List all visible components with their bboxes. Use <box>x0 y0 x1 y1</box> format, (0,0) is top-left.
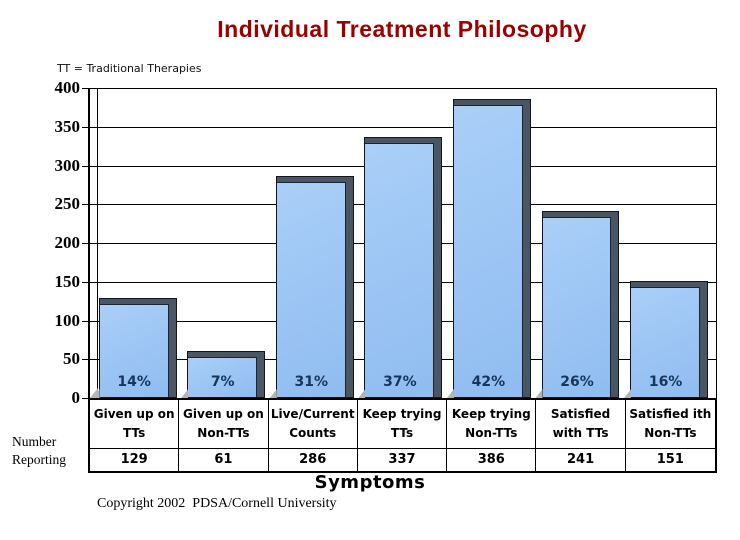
bar-face <box>453 104 523 397</box>
bar: 16% <box>630 280 709 398</box>
bars-container: 14% 7% 31% 37% 42% 26% 16% <box>96 88 716 398</box>
category-line: Given up on <box>93 406 175 421</box>
category-line: Satisfied ith <box>629 406 712 421</box>
category-line: with TTs <box>552 426 609 440</box>
bar-percent-label: 37% <box>383 374 417 390</box>
y-axis-title: Number Reporting <box>12 433 66 469</box>
bar-percent-label: 42% <box>471 374 506 390</box>
category-line: TTs <box>390 426 414 440</box>
bar-percent-label: 7% <box>210 374 235 390</box>
bar-column: 14% <box>96 88 185 398</box>
bar-column: 16% <box>627 88 716 398</box>
category-line: Live/Current <box>270 406 355 421</box>
count-cell: 151 <box>625 448 715 471</box>
y-tick-mark <box>82 243 88 244</box>
count-cell: 129 <box>90 448 180 471</box>
bar-percent-label: 31% <box>294 374 329 390</box>
category-header-cell: Given up on TTs <box>90 400 180 448</box>
y-tick-mark <box>82 320 88 322</box>
count-cell: 286 <box>268 448 358 471</box>
y-tick-label: 0 <box>71 388 81 407</box>
category-header-cell: Keep trying TTs <box>358 400 448 448</box>
abbreviation-note: TT = Traditional Therapies <box>57 62 202 75</box>
bar: 7% <box>187 350 266 398</box>
bar-column: 42% <box>450 88 539 398</box>
y-axis-title-line1: Number <box>12 434 57 449</box>
y-tick-label: 250 <box>54 194 81 214</box>
category-header-cell: Satisfied ith Non-TTs <box>626 400 715 448</box>
x-axis-title: Symptoms <box>314 472 426 493</box>
category-header-cell: Keep trying Non-TTs <box>447 400 537 448</box>
y-tick-mark <box>82 359 88 361</box>
y-tick-mark <box>82 281 88 283</box>
category-header-cell: Live/Current Counts <box>269 400 358 448</box>
copyright-text: Copyright 2002 PDSA/Cornell University <box>97 496 337 511</box>
category-line: Non-TTs <box>197 426 250 440</box>
y-tick-label: 50 <box>63 349 80 369</box>
bar: 31% <box>275 176 354 398</box>
category-line: Keep trying <box>451 406 531 421</box>
bar: 37% <box>364 136 443 398</box>
plot-area: 14% 7% 31% 37% 42% 26% 16% <box>88 88 717 400</box>
bar-column: 7% <box>185 88 274 398</box>
y-tick-mark <box>82 398 88 399</box>
y-tick-label: 300 <box>54 155 81 175</box>
bar-percent-label: 26% <box>560 374 594 390</box>
bar-column: 31% <box>273 88 362 398</box>
category-line: Counts <box>289 426 337 440</box>
y-tick-mark <box>82 126 88 128</box>
y-tick-mark <box>82 204 88 206</box>
count-cell: 386 <box>447 448 537 471</box>
category-line: Non-TTs <box>644 426 697 440</box>
category-line: Given up on <box>183 406 264 421</box>
bar: 14% <box>98 298 177 398</box>
category-header-cell: Given up on Non-TTs <box>179 400 269 448</box>
bar-face <box>631 286 701 397</box>
y-tick-label: 400 <box>54 78 81 97</box>
category-line: TTs <box>123 426 146 440</box>
y-tick-mark <box>82 88 88 89</box>
count-cell: 337 <box>357 448 448 471</box>
y-tick-label: 350 <box>54 116 81 136</box>
y-tick-label: 100 <box>54 310 81 330</box>
y-tick-mark <box>82 165 88 167</box>
axis-wall-foot <box>90 388 98 398</box>
bar-face <box>188 356 258 397</box>
count-cell: 241 <box>536 448 626 471</box>
category-header-cell: Satisfied with TTs <box>536 400 626 448</box>
bar-face <box>542 217 612 397</box>
y-tick-label: 200 <box>54 233 81 252</box>
bar-face <box>276 182 346 397</box>
gridline <box>90 126 716 128</box>
category-table: Given up on TTs Given up on Non-TTs Live/Cur… <box>88 400 717 473</box>
category-line: Satisfied <box>550 406 611 421</box>
y-tick-label: 150 <box>54 271 81 291</box>
bar-percent-label: 14% <box>117 374 151 390</box>
bar-percent-label: 16% <box>648 374 683 390</box>
bar-face <box>365 142 435 397</box>
bar: 26% <box>541 211 620 398</box>
bar-column: 26% <box>539 88 628 398</box>
bar-column: 37% <box>362 88 451 398</box>
bar-face <box>99 304 169 397</box>
gridline <box>90 88 716 89</box>
y-axis-title-line2: Reporting <box>12 452 66 468</box>
bar: 42% <box>452 98 531 398</box>
chart-title: Individual Treatment Philosophy <box>217 16 587 42</box>
category-line: Non-TTs <box>465 426 518 440</box>
category-line: Keep trying <box>362 406 442 421</box>
count-cell: 61 <box>179 448 269 471</box>
